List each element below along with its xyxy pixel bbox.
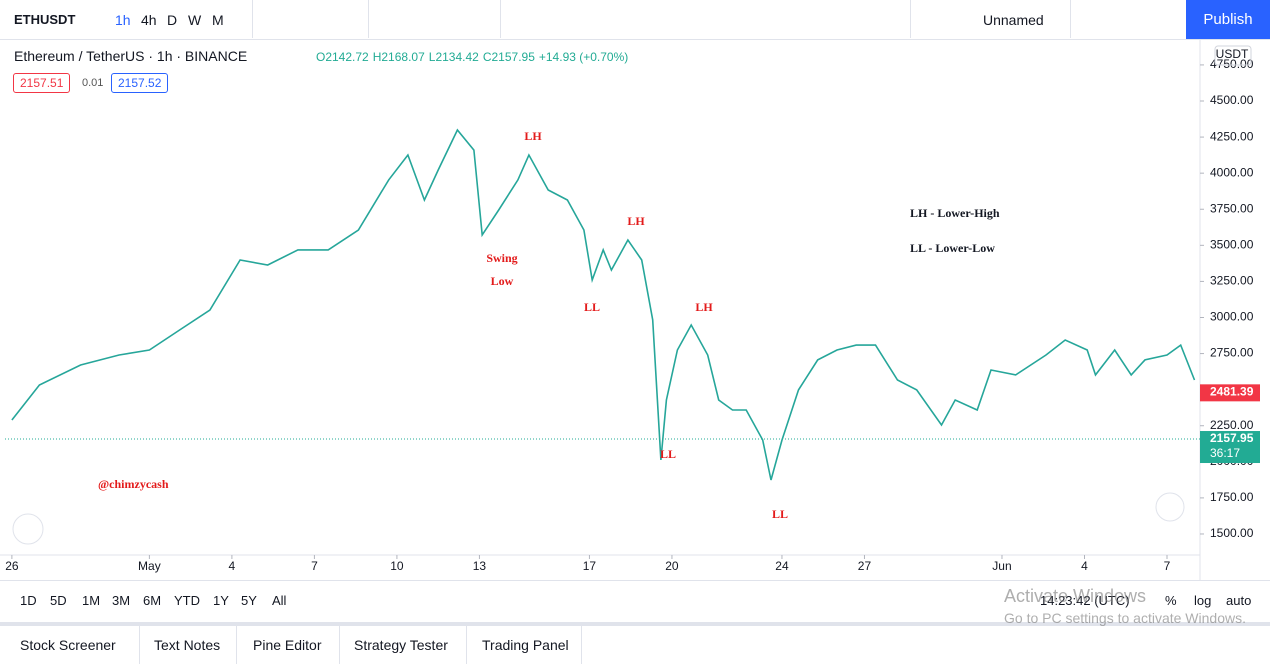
layout-name[interactable]: Unnamed [983,12,1044,28]
ohlc-value: O2142.72 [316,50,369,64]
clock: 14:23:42 (UTC) [1040,593,1130,608]
panel-tab[interactable]: Text Notes [154,637,221,653]
price-tick-label: 3000.00 [1210,310,1254,324]
os-notice: Activate Windows [1004,586,1147,606]
price-tick-label: 3750.00 [1210,201,1254,215]
ask-price[interactable]: 2157.52 [111,73,169,93]
currency-box [1214,45,1252,66]
log-toggle[interactable]: log [1194,593,1212,608]
symbol[interactable]: ETHUSDT [14,12,76,27]
publish-button[interactable]: Publish [1186,0,1270,39]
interval[interactable]: 1h [115,12,131,28]
tab-separator [466,626,467,664]
price-tick-label: 2750.00 [1210,346,1254,360]
time-tick-label: 7 [311,559,318,573]
tab-separator [139,626,140,664]
price-label: 2157.95 [1210,431,1254,445]
time-tick-label: May [138,559,161,573]
range-button[interactable]: 1Y [213,593,229,608]
spread: 0.01 [82,77,104,89]
bottom-bar: 1D 5D 1M 3M 6M YTD 1Y 5Y All 14:23:42 (UTC)% log au… [0,580,1270,621]
price-tick-label: 4750.00 [1210,57,1254,71]
auto-toggle[interactable]: auto [1226,593,1252,608]
interval[interactable]: W [188,12,202,28]
annotation: Swing [486,251,517,265]
top-toolbar: ETHUSDT 1h 4h D W M Unnamed Publish [0,0,1270,40]
symbol-title: Ethereum / TetherUS · 1h · BINANCE [14,48,248,64]
os-notice: Go to PC settings to activate Windows. [1004,610,1246,626]
price-tick-label: 4000.00 [1210,165,1254,179]
chart: 1500.001750.002000.002250.002500.002750.… [0,39,1260,580]
time-tick-label: 26 [5,559,19,573]
price-tick-label: 1500.00 [1210,526,1254,540]
scroll-button [1155,492,1185,522]
time-tick-label: 4 [1081,559,1088,573]
annotation: LH [695,300,713,314]
ohlc-value: L2134.42 [428,50,479,64]
panel-tab[interactable]: Strategy Tester [354,637,448,653]
key-text: LL - Lower-Low [910,241,995,255]
tab-separator [236,626,237,664]
range-button[interactable]: 3M [112,593,131,608]
time-tick-label: 4 [229,559,236,573]
price-tick-label: 4500.00 [1210,93,1254,107]
ohlc-value: H2168.07 [372,50,425,64]
time-tick-label: Jun [992,559,1011,573]
annotation: Low [491,274,514,288]
price-line [11,128,1196,481]
panel-tab[interactable]: Pine Editor [253,637,322,653]
key-text: LH - Lower-High [910,206,1000,220]
time-tick-label: 10 [390,559,404,573]
annotation: LL [772,507,788,521]
annotation: LH [524,129,542,143]
annotation: LL [584,300,600,314]
interval[interactable]: 4h [141,12,157,28]
bid-price[interactable]: 2157.51 [13,73,71,93]
logo-button [12,513,44,545]
price-tick-label: 1750.00 [1210,490,1254,504]
percent-toggle[interactable]: % [1165,593,1177,608]
time-tick-label: 13 [473,559,487,573]
price-label-box [1200,384,1260,402]
range-button[interactable]: All [272,593,287,608]
range-button[interactable]: 5D [50,593,67,608]
price-tick-label: 3250.00 [1210,274,1254,288]
range-button[interactable]: 6M [143,593,162,608]
countdown: 36:17 [1210,446,1240,460]
range-button[interactable]: 5Y [241,593,257,608]
interval[interactable]: M [212,12,224,28]
panel-tab[interactable]: Stock Screener [20,637,116,653]
range-button[interactable]: 1D [20,593,37,608]
annotation: LH [627,214,645,228]
ohlc-value: C2157.95 [482,50,535,64]
price-label: 2481.39 [1210,385,1254,399]
ohlc-values: O2142.72 H2168.07 L2134.42 C2157.95 +14.93 (… [316,50,632,64]
time-tick-label: 24 [775,559,789,573]
watermark: @chimzycash [98,477,169,491]
tab-separator [339,626,340,664]
currency-label: USDT [1216,47,1249,61]
ohlc-value: +14.93 (+0.70%) [538,50,629,64]
price-tick-label: 3500.00 [1210,237,1254,251]
time-tick-label: 7 [1164,559,1171,573]
time-tick-label: 17 [583,559,597,573]
time-tick-label: 27 [858,559,872,573]
price-tick-label: 4250.00 [1210,129,1254,143]
range-button[interactable]: 1M [82,593,101,608]
annotation: LL [660,447,676,461]
time-tick-label: 20 [665,559,679,573]
range-button[interactable]: YTD [174,593,200,608]
panel-tab[interactable]: Trading Panel [482,637,569,653]
bottom-tabs: Stock Screener Text Notes Pine Editor Strat… [0,622,1270,664]
price-tick-label: 2250.00 [1210,418,1254,432]
tab-separator [581,626,582,664]
price-label-box [1200,431,1260,464]
interval[interactable]: D [167,12,178,28]
